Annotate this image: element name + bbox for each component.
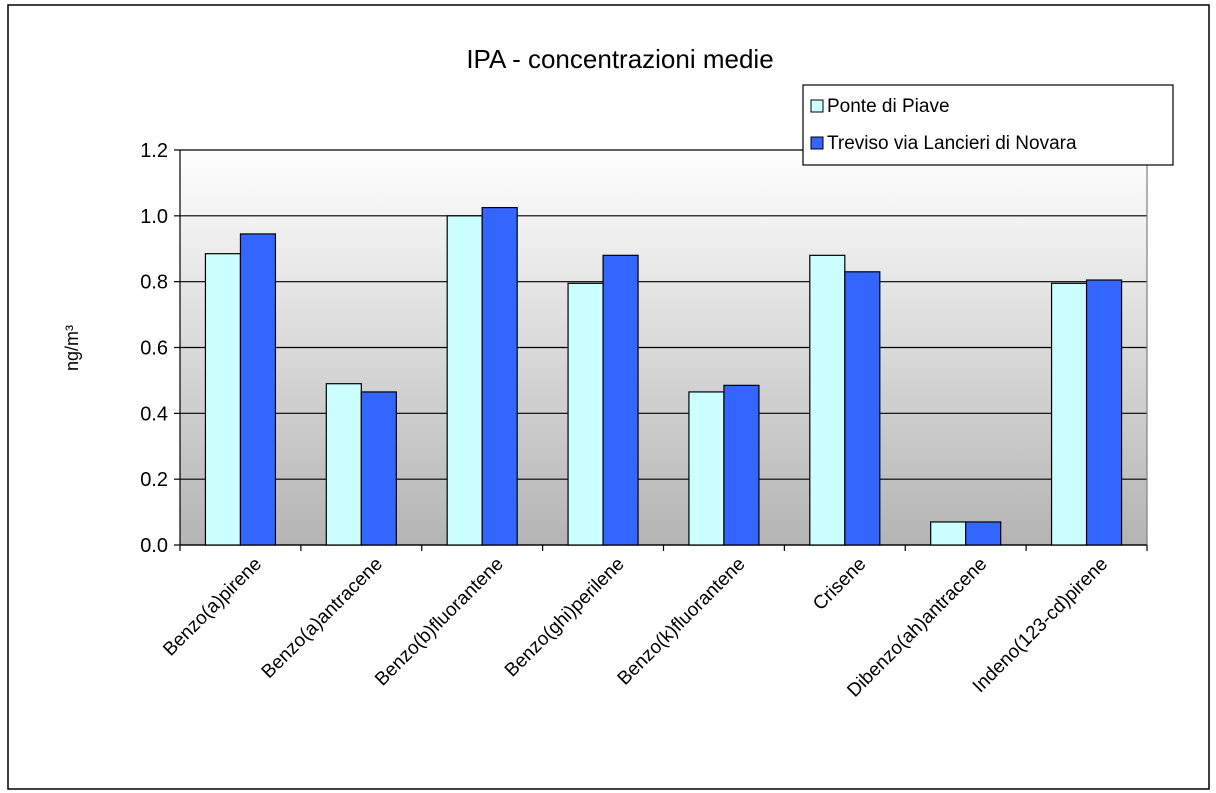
bar bbox=[930, 521, 967, 546]
legend-label: Ponte di Piave bbox=[827, 96, 950, 117]
y-tick-label: 0.0 bbox=[140, 535, 168, 557]
legend-label: Treviso via Lancieri di Novara bbox=[827, 133, 1077, 154]
y-tick-label: 1.0 bbox=[140, 206, 168, 228]
bar bbox=[688, 391, 725, 546]
y-tick-label: 1.2 bbox=[140, 140, 168, 162]
bar bbox=[567, 282, 604, 546]
bar bbox=[723, 384, 760, 546]
y-tick-label: 0.6 bbox=[140, 338, 168, 360]
bar bbox=[481, 207, 518, 546]
y-tick-label: 0.4 bbox=[140, 403, 168, 425]
y-axis-label: ng/m³ bbox=[62, 325, 82, 371]
bar bbox=[809, 254, 846, 546]
y-tick-label: 0.8 bbox=[140, 272, 168, 294]
bar bbox=[360, 391, 397, 546]
y-tick-label: 0.2 bbox=[140, 469, 168, 491]
bar bbox=[1085, 279, 1123, 546]
legend-swatch bbox=[810, 99, 824, 113]
bar bbox=[602, 254, 639, 546]
bar bbox=[965, 521, 1002, 546]
legend-box bbox=[802, 84, 1174, 166]
bar bbox=[844, 271, 881, 546]
bar bbox=[325, 383, 362, 546]
bar bbox=[204, 253, 242, 546]
bar bbox=[446, 215, 483, 546]
bar bbox=[1050, 282, 1088, 546]
legend-swatch bbox=[810, 136, 824, 150]
bar bbox=[239, 233, 277, 546]
chart-title: IPA - concentrazioni medie bbox=[466, 44, 773, 74]
